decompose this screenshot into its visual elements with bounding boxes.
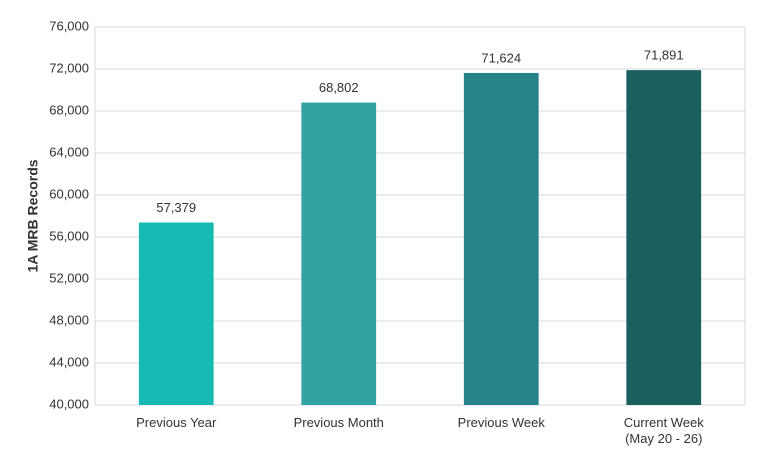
bar: [463, 72, 539, 405]
data-label: 57,379: [156, 200, 196, 215]
data-label: 71,891: [644, 48, 684, 63]
y-tick-label: 64,000: [49, 144, 89, 159]
bar: [301, 102, 377, 405]
y-tick-label: 44,000: [49, 354, 89, 369]
y-tick-label: 56,000: [49, 228, 89, 243]
bar: [138, 222, 214, 405]
x-tick-label: Previous Year: [136, 415, 217, 430]
bar: [626, 70, 702, 405]
y-tick-label: 48,000: [49, 312, 89, 327]
y-tick-label: 72,000: [49, 60, 89, 75]
y-tick-label: 40,000: [49, 396, 89, 411]
x-tick-label: Previous Month: [293, 415, 384, 430]
y-tick-label: 52,000: [49, 270, 89, 285]
x-tick-label: Current Week (May 20 - 26): [623, 415, 704, 446]
y-tick-label: 76,000: [49, 18, 89, 33]
y-tick-label: 68,000: [49, 102, 89, 117]
y-axis-label: 1A MRB Records: [25, 159, 41, 272]
y-tick-label: 60,000: [49, 186, 89, 201]
data-label: 68,802: [319, 80, 359, 95]
data-label: 71,624: [481, 50, 521, 65]
x-tick-label: Previous Week: [457, 415, 545, 430]
